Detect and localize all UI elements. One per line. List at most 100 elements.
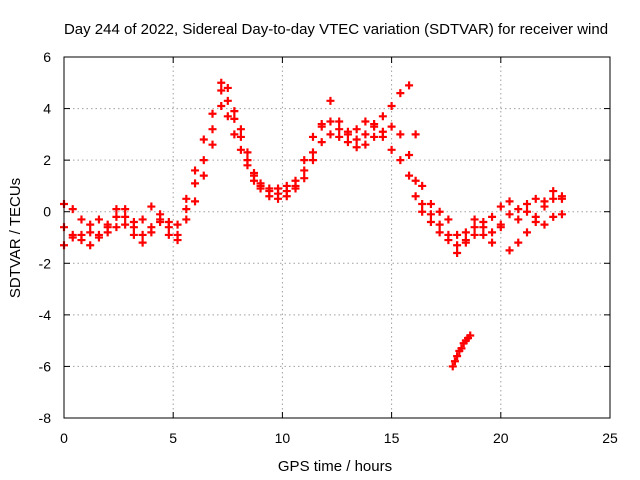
data-point	[411, 192, 420, 201]
y-axis-label: SDTVAR / TECUs	[7, 178, 24, 298]
data-point	[208, 109, 217, 118]
data-point	[326, 130, 335, 139]
y-tick-label: 0	[43, 204, 51, 220]
data-point	[103, 220, 112, 229]
data-point	[68, 205, 77, 214]
data-point	[531, 218, 540, 227]
data-point	[308, 148, 317, 157]
data-point	[514, 205, 523, 214]
data-point	[199, 135, 208, 144]
data-point	[361, 117, 370, 126]
data-point	[156, 215, 165, 224]
data-point	[514, 215, 523, 224]
data-point	[86, 228, 95, 237]
data-point	[461, 236, 470, 245]
data-point	[223, 83, 232, 92]
data-point	[505, 210, 514, 219]
data-point	[326, 117, 335, 126]
data-point	[378, 112, 387, 121]
data-point	[470, 230, 479, 239]
series-track-2	[60, 81, 566, 250]
data-point	[147, 202, 156, 211]
data-point	[138, 230, 147, 239]
data-point	[129, 230, 138, 239]
data-point	[405, 81, 414, 90]
data-point	[418, 207, 427, 216]
data-point	[77, 215, 86, 224]
data-point	[164, 218, 173, 227]
data-point	[230, 114, 239, 123]
series-track-4	[448, 331, 475, 371]
data-point	[426, 210, 435, 219]
data-point	[549, 187, 558, 196]
plot-frame	[63, 56, 611, 419]
x-tick-label: 10	[275, 430, 291, 446]
data-point	[300, 156, 309, 165]
data-point	[265, 184, 274, 193]
data-point	[540, 197, 549, 206]
data-point	[335, 132, 344, 141]
data-point	[138, 238, 147, 247]
data-point	[164, 230, 173, 239]
data-point	[217, 101, 226, 110]
data-point	[418, 181, 427, 190]
data-point	[450, 357, 459, 366]
data-point	[223, 96, 232, 105]
data-point	[352, 135, 361, 144]
data-point	[514, 238, 523, 247]
data-point	[505, 197, 514, 206]
data-point	[361, 130, 370, 139]
data-point	[488, 228, 497, 237]
data-point	[418, 199, 427, 208]
data-point	[182, 194, 191, 203]
data-point	[236, 132, 245, 141]
data-point	[479, 218, 488, 227]
data-point	[250, 169, 259, 178]
data-point	[300, 166, 309, 175]
data-point	[496, 223, 505, 232]
data-point	[282, 181, 291, 190]
data-point	[138, 215, 147, 224]
data-point	[387, 101, 396, 110]
chart-title: Day 244 of 2022, Sidereal Day-to-day VTE…	[64, 21, 608, 38]
data-point	[112, 212, 121, 221]
data-point	[466, 331, 475, 340]
data-point	[173, 220, 182, 229]
data-point	[121, 212, 130, 221]
data-point	[308, 156, 317, 165]
data-point	[411, 130, 420, 139]
data-point	[343, 138, 352, 147]
data-point	[282, 192, 291, 201]
data-point	[370, 122, 379, 131]
x-tick-label: 25	[602, 430, 618, 446]
data-point	[208, 140, 217, 149]
data-point	[531, 194, 540, 203]
data-point	[488, 212, 497, 221]
data-point	[505, 246, 514, 255]
x-tick-label: 15	[384, 430, 400, 446]
data-point	[488, 238, 497, 247]
x-axis-label: GPS time / hours	[278, 458, 392, 475]
data-point	[208, 125, 217, 134]
data-point	[387, 145, 396, 154]
data-point	[274, 184, 283, 193]
data-point	[103, 228, 112, 237]
data-point	[435, 207, 444, 216]
data-point	[236, 125, 245, 134]
data-point	[435, 220, 444, 229]
data-point	[496, 202, 505, 211]
data-point	[453, 248, 462, 257]
data-point	[182, 205, 191, 214]
data-point	[121, 205, 130, 214]
data-point	[300, 174, 309, 183]
data-point	[326, 96, 335, 105]
data-point	[256, 181, 265, 190]
series-track-3	[60, 78, 566, 257]
data-point	[291, 176, 300, 185]
data-point	[112, 205, 121, 214]
data-point	[461, 228, 470, 237]
data-point	[199, 171, 208, 180]
y-tick-label: -2	[39, 255, 52, 271]
data-point	[470, 215, 479, 224]
data-point	[274, 194, 283, 203]
